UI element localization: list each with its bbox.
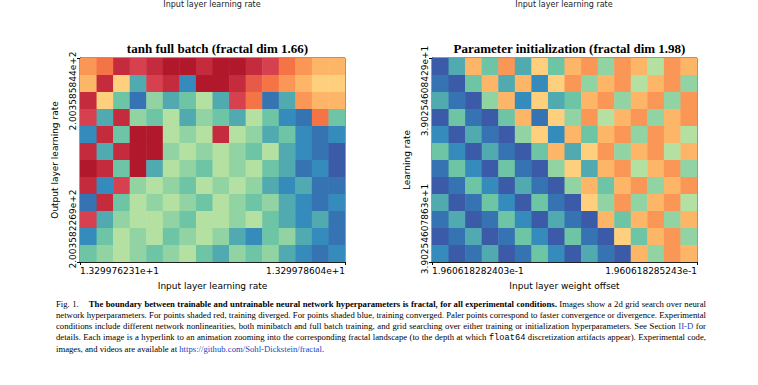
- svg-text:Input layer learning rate: Input layer learning rate: [158, 281, 268, 291]
- svg-text:1.960618282403e-1: 1.960618282403e-1: [432, 266, 524, 276]
- html-text:Input layer learning rate: Input layer learning rate: [515, 0, 613, 9]
- svg-text:1.329976231e+1: 1.329976231e+1: [80, 266, 159, 276]
- svg-text:1.329978604e+1: 1.329978604e+1: [266, 266, 345, 276]
- svg-text:2.003582269e+2: 2.003582269e+2: [68, 190, 78, 269]
- html-text:Input layer learning rate: Input layer learning rate: [163, 0, 261, 9]
- svg-text:Parameter initialization (frac: Parameter initialization (fractal dim 1.…: [454, 41, 686, 56]
- svg-text:3.90254608429e+1: 3.90254608429e+1: [420, 46, 430, 136]
- svg-text:Learning rate: Learning rate: [402, 129, 412, 190]
- svg-text:Output layer learning rate: Output layer learning rate: [50, 101, 60, 219]
- svg-text:3.90254607863e+1: 3.90254607863e+1: [420, 184, 430, 274]
- svg-text:tanh full batch (fractal dim 1: tanh full batch (fractal dim 1.66): [127, 41, 308, 56]
- svg-text:1.960618285243e-1: 1.960618285243e-1: [605, 266, 697, 276]
- svg-text:Input layer weight offset: Input layer weight offset: [509, 281, 620, 291]
- html-text:The boundary between trainable: The boundary between trainable and untra…: [56, 299, 706, 354]
- svg-text:2.003585844e+2: 2.003585844e+2: [68, 52, 78, 131]
- html-text:Fig. 1.: Fig. 1.: [56, 299, 79, 309]
